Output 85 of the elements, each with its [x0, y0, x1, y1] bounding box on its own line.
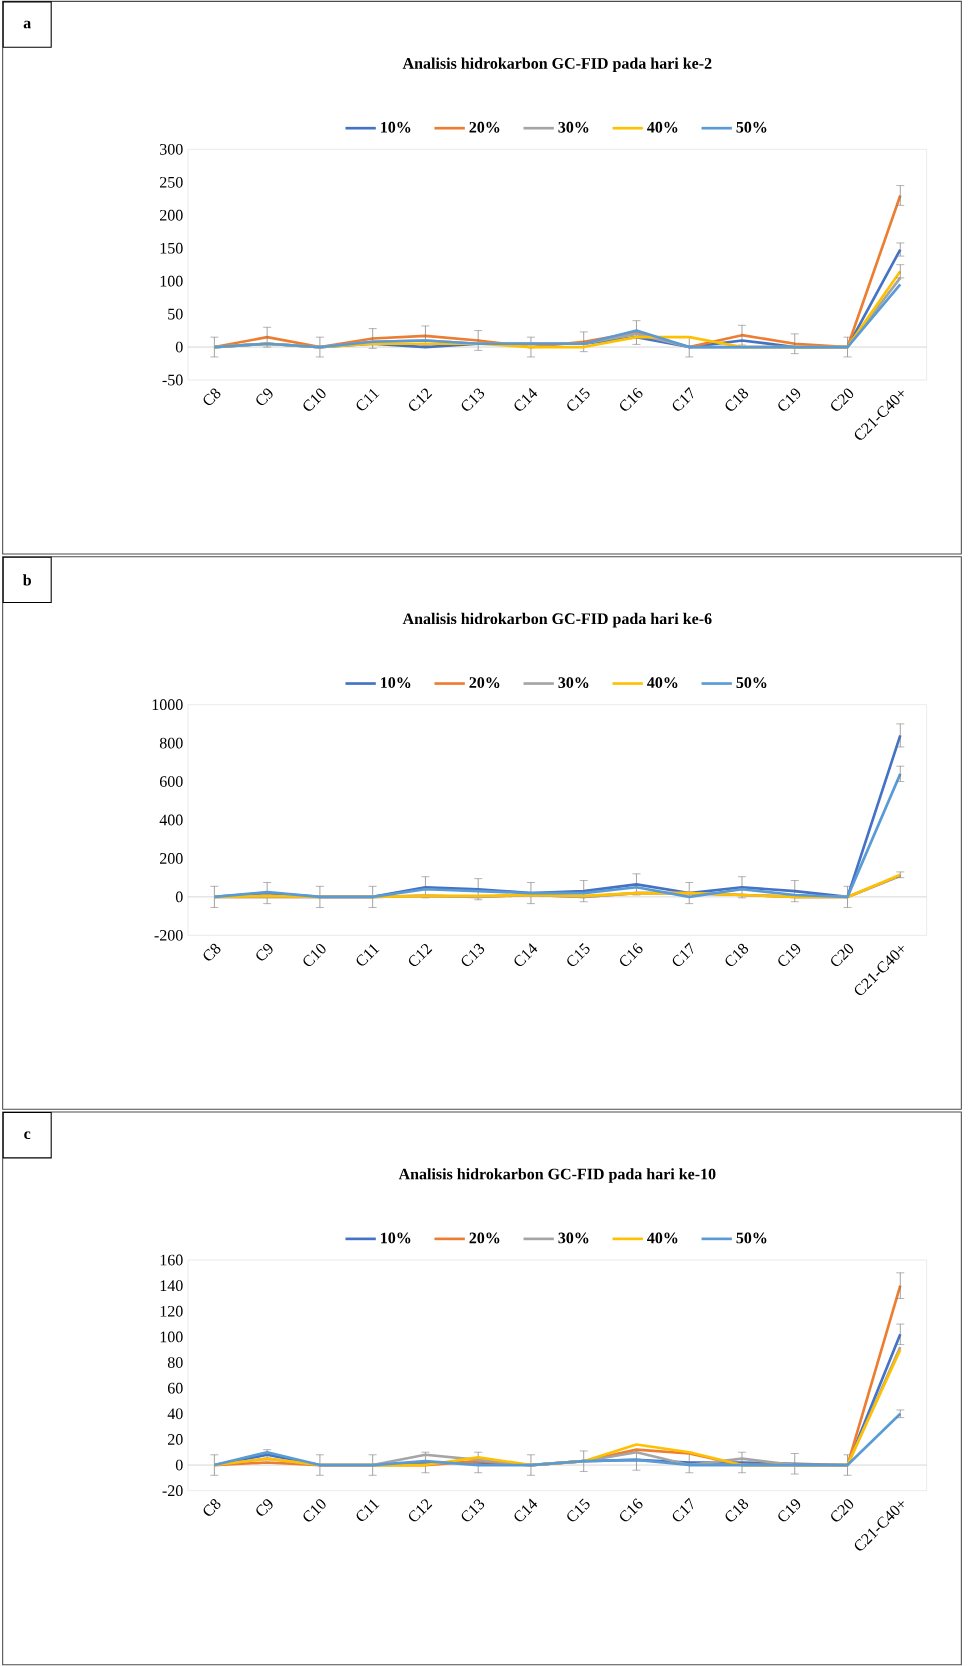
y-tick-label: 200 [160, 209, 183, 221]
text: b [22, 574, 31, 586]
legend-label: 20% [469, 1232, 500, 1244]
y-tick-label: 160 [160, 1254, 183, 1266]
legend-label: 30% [558, 677, 589, 689]
x-tick-label: C15 [567, 387, 590, 411]
chart-title: Analisis hidrokarbon GC-FID pada hari ke-6 [402, 612, 712, 628]
x-tick-label: C18 [725, 1499, 749, 1522]
x-tick-label: C13 [461, 388, 485, 411]
y-tick-label: 150 [160, 242, 183, 254]
x-tick-label: C19 [778, 1499, 801, 1522]
y-tick-label: 400 [159, 814, 183, 826]
x-tick-label: C10 [303, 1499, 326, 1522]
x-tick-label: C14 [514, 943, 538, 967]
x-tick-label: C18 [725, 943, 749, 967]
x-tick-label: C11 [356, 1499, 380, 1521]
y-tick-label: -200 [154, 929, 183, 941]
chart-title: Analisis hidrokarbon GC-FID pada hari ke-2 [402, 57, 712, 73]
x-tick-label: C12 [409, 1499, 433, 1522]
y-tick-label: 60 [167, 1382, 183, 1394]
y-tick-label: 0 [175, 891, 183, 903]
legend-label: 30% [558, 121, 589, 133]
text: c [24, 1131, 31, 1140]
chart-title: Analisis hidrokarbon GC-FID pada hari ke-10 [398, 1168, 716, 1183]
x-tick-label: C17 [672, 1497, 694, 1522]
y-tick-label: -50 [162, 374, 183, 386]
x-tick-label: C9 [256, 388, 273, 406]
legend-label: 10% [381, 1232, 411, 1244]
legend-label: 10% [381, 121, 411, 133]
legend-label: 40% [647, 1232, 678, 1244]
y-tick-label: 80 [167, 1357, 183, 1368]
x-tick-label: C19 [778, 943, 801, 967]
x-tick-label: C14 [514, 1498, 538, 1522]
y-tick-label: 100 [160, 275, 183, 287]
x-tick-label: C18 [725, 388, 749, 411]
x-tick-label: C15 [567, 943, 590, 967]
x-tick-label: C11 [356, 944, 380, 966]
x-tick-label: C13 [461, 1499, 485, 1522]
x-tick-label: C19 [778, 388, 801, 411]
x-tick-label: C16 [620, 1498, 643, 1522]
text: a [23, 20, 31, 29]
x-tick-label: C8 [203, 388, 221, 406]
x-tick-label: C8 [203, 1499, 221, 1516]
x-tick-label: C15 [567, 1498, 590, 1522]
legend-label: 50% [736, 677, 767, 689]
y-tick-label: 40 [167, 1408, 183, 1420]
y-tick-label: 0 [175, 341, 183, 353]
y-tick-label: 800 [159, 737, 183, 749]
y-tick-label: 20 [168, 1434, 183, 1445]
x-tick-label: C12 [409, 388, 433, 411]
x-tick-label: C20 [831, 1499, 854, 1522]
x-tick-label: C10 [303, 388, 326, 411]
x-tick-label: C17 [672, 387, 694, 411]
y-tick-label: 600 [159, 776, 183, 787]
legend-label: 50% [736, 1232, 767, 1244]
y-tick-label: 0 [175, 1459, 183, 1471]
x-tick-label: C11 [356, 388, 380, 411]
x-tick-label: C16 [620, 387, 643, 411]
x-tick-label: C20 [831, 388, 854, 411]
y-tick-label: 1000 [152, 699, 183, 711]
x-tick-label: C9 [256, 1499, 273, 1516]
y-tick-label: 250 [160, 176, 183, 188]
y-tick-label: 120 [160, 1305, 183, 1317]
legend-label: 30% [558, 1232, 589, 1244]
y-tick-label: -20 [162, 1485, 183, 1497]
legend-label: 20% [469, 677, 500, 689]
y-tick-label: 200 [160, 853, 183, 864]
x-tick-label: C16 [620, 942, 643, 967]
y-tick-label: 140 [160, 1280, 183, 1292]
x-tick-label: C17 [672, 942, 694, 967]
legend-label: 10% [381, 677, 411, 689]
x-tick-label: C20 [831, 943, 854, 967]
x-tick-label: C14 [514, 387, 538, 411]
y-tick-label: 100 [160, 1331, 183, 1343]
x-tick-label: C13 [461, 943, 485, 967]
legend-label: 50% [736, 121, 767, 133]
x-tick-label: C9 [256, 943, 273, 961]
legend-label: 40% [647, 121, 678, 133]
x-tick-label: C10 [303, 943, 326, 967]
legend-label: 20% [469, 121, 500, 133]
x-tick-label: C12 [409, 943, 433, 967]
x-tick-label: C8 [203, 943, 221, 961]
legend-label: 40% [647, 677, 678, 689]
y-tick-label: 300 [160, 143, 183, 155]
y-tick-label: 50 [168, 308, 183, 320]
